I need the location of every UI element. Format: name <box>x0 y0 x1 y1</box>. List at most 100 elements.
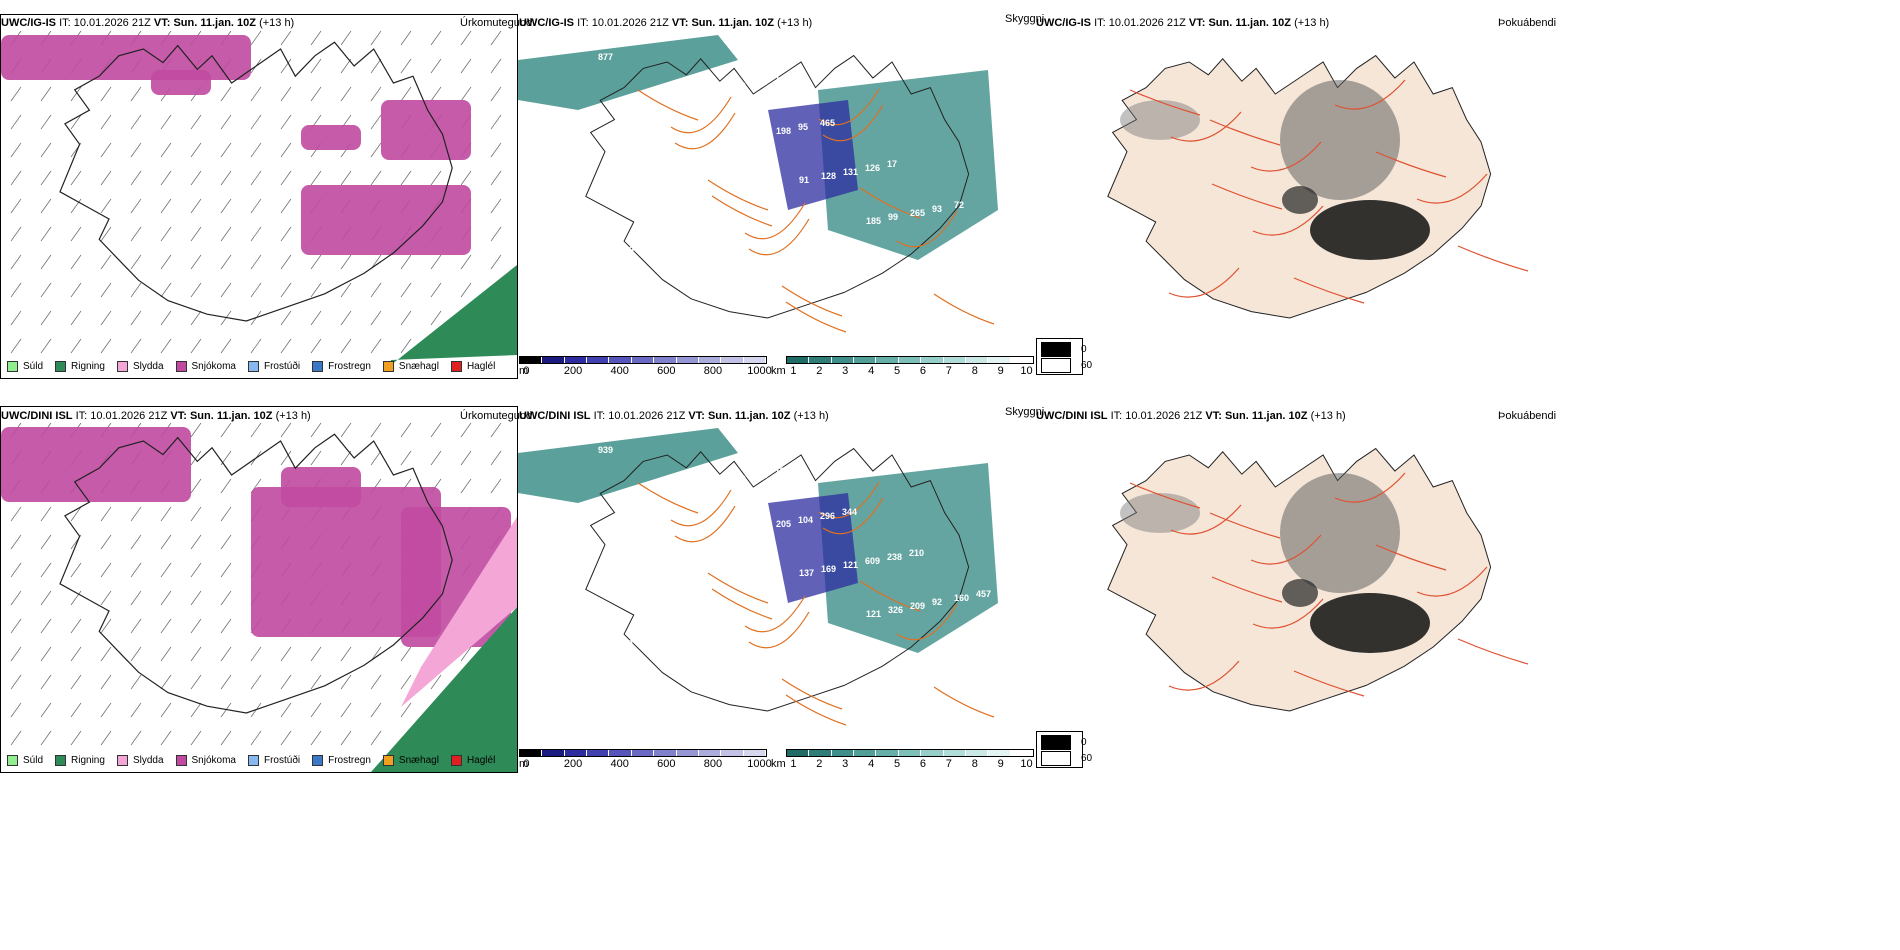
colorbar-segment <box>921 750 944 756</box>
vis-value-label: 230 <box>731 81 746 91</box>
vis-value-label: 156 <box>955 253 970 263</box>
wind-barb <box>370 142 382 158</box>
model-name: UWC/DINI ISL <box>519 410 591 422</box>
wind-barb <box>10 86 22 102</box>
wind-barb <box>310 450 322 466</box>
low-vis-area <box>518 428 738 503</box>
wind-barb <box>280 450 292 466</box>
road <box>818 481 880 519</box>
vt-value: Sun. 11.jan. 10Z <box>1208 17 1291 29</box>
vis-value-label: 128 <box>821 171 836 181</box>
wind-barb <box>40 226 52 242</box>
road <box>670 489 732 527</box>
wind-barb <box>220 226 232 242</box>
wind-barb <box>130 506 142 522</box>
wind-barb <box>280 730 292 746</box>
wind-barb <box>190 310 202 326</box>
height-scale-bottom: 0 200 400 600 800 1000 <box>519 749 772 771</box>
road <box>1457 245 1529 272</box>
road <box>1168 660 1240 691</box>
wind-barb <box>100 702 112 718</box>
legend-swatch <box>175 361 187 372</box>
scale-tick: 8 <box>971 758 978 770</box>
legend-label: Rigning <box>71 755 105 766</box>
wind-barb <box>40 282 52 298</box>
wind-barb <box>100 618 112 634</box>
legend-item: Snjókoma <box>175 361 236 372</box>
vis-value-label: 211 <box>664 290 679 300</box>
vt-label: VT: <box>170 410 187 422</box>
wind-barb <box>190 142 202 158</box>
legend-swatch <box>116 361 128 372</box>
it-label: IT: <box>75 410 88 422</box>
road <box>711 588 773 620</box>
vis-value-label: 160 <box>954 593 969 603</box>
legend-swatch <box>312 755 324 766</box>
vis-value-label: 157 <box>732 527 747 537</box>
vis-value-label: 136 <box>620 298 635 308</box>
legend-swatch <box>7 361 18 372</box>
legend-label: Haglél <box>466 361 496 372</box>
panel-title-cloud-top: Þokuábendi <box>1498 17 1557 29</box>
vis-colorbar <box>786 749 1034 757</box>
wind-barb <box>280 338 292 354</box>
legend-item: Frostúði <box>247 755 300 766</box>
roads <box>637 88 995 333</box>
wind-barb <box>250 254 262 270</box>
vis-value-label: 309 <box>732 134 747 144</box>
scale-tick: 800 <box>703 365 723 377</box>
wind-barb <box>430 86 442 102</box>
wind-barb <box>100 562 112 578</box>
wind-barb <box>490 198 502 214</box>
wind-barb <box>160 618 172 634</box>
panel-title-vis-bottom: Skyggni <box>1005 406 1045 418</box>
scale-tick: 1000 <box>747 758 772 770</box>
road <box>1250 534 1322 565</box>
wind-barb <box>10 674 22 690</box>
wind-barb <box>40 730 52 746</box>
wind-barb <box>190 170 202 186</box>
wind-barb <box>220 114 232 130</box>
precip-panel-top: Súld Rigning Slydda Snjókoma Frostúði Frostre… <box>0 14 518 379</box>
wind-barb <box>220 562 232 578</box>
vis-value-label: 111 <box>687 482 701 492</box>
colorbar-segment <box>854 357 877 363</box>
snow-area <box>281 467 361 507</box>
lead-time: (+13 h) <box>777 17 813 29</box>
vis-value-label: 118 <box>775 466 790 476</box>
wind-barb <box>130 226 142 242</box>
fog-dense <box>1310 593 1430 653</box>
scale-tick: 800 <box>703 758 723 770</box>
wind-barb <box>10 562 22 578</box>
vis-scale-top: 1 2 3 4 5 6 7 8 9 10 <box>786 356 1034 378</box>
cloud-legend-row: 0 <box>1041 735 1087 750</box>
wind-barb <box>190 422 202 438</box>
wind-barb <box>220 730 232 746</box>
wind-barb <box>220 170 232 186</box>
wind-barb <box>220 254 232 270</box>
colorbar-segment <box>698 750 722 756</box>
lead-time: (+13 h) <box>1294 17 1330 29</box>
colorbar-segment <box>721 357 744 363</box>
legend-swatch <box>55 361 67 372</box>
wind-barb <box>40 310 52 326</box>
road <box>818 88 880 126</box>
wind-barb <box>10 142 22 158</box>
height-unit: m <box>519 365 529 377</box>
fog-medium <box>1280 80 1400 200</box>
wind-barb <box>400 170 412 186</box>
vis-value-label: 198 <box>776 126 791 136</box>
vis-value-label: 104 <box>798 515 813 525</box>
vis-value-label: 238 <box>887 552 902 562</box>
wind-barb <box>220 422 232 438</box>
colorbar-segment <box>854 750 877 756</box>
legend-swatch <box>55 755 67 766</box>
wind-barb <box>400 338 412 354</box>
wind-barb <box>280 170 292 186</box>
wind-barb <box>340 674 352 690</box>
wind-barb <box>130 254 142 270</box>
wind-barb <box>130 534 142 550</box>
wind-barb <box>280 58 292 74</box>
wind-barb <box>40 534 52 550</box>
vis-unit: km <box>771 365 786 377</box>
